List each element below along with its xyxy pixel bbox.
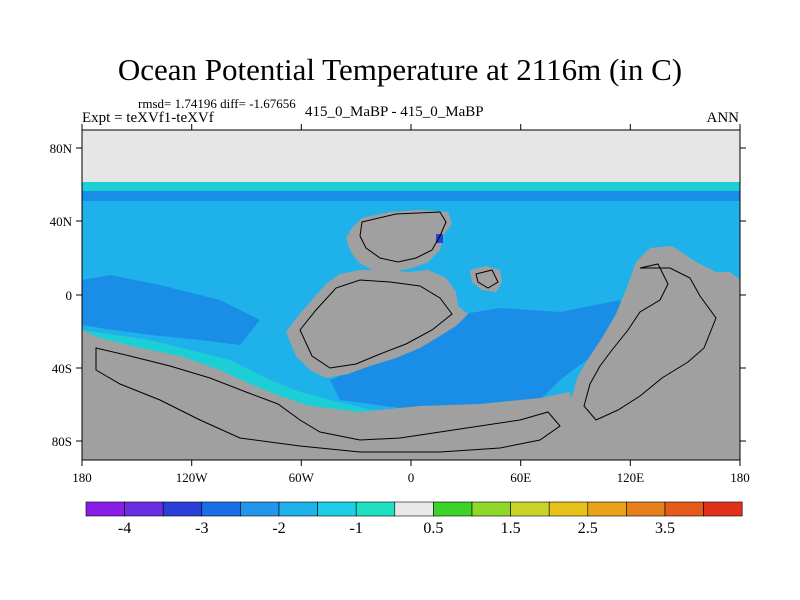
lon-tick-label: 120W (176, 470, 209, 485)
colorbar-label: 2.5 (578, 520, 598, 537)
colorbar-swatch (162, 501, 203, 517)
subpolar-band (82, 182, 740, 191)
colorbar-swatch (548, 501, 589, 517)
coastlines (95, 211, 717, 453)
arctic-region (82, 130, 740, 182)
colorbar-swatch (394, 501, 434, 517)
colorbar-label: -3 (195, 520, 208, 537)
colorbar-swatch (433, 501, 473, 517)
colorbar-swatch (317, 501, 357, 517)
lat-tick-label: 80N (50, 141, 73, 156)
map-panel (81, 129, 741, 461)
lon-tick-label: 60W (289, 470, 315, 485)
colorbar-swatch (626, 501, 666, 517)
northern-continent (346, 210, 452, 272)
subpolar-band-deep (82, 191, 740, 201)
central-continent (286, 270, 468, 378)
lon-tick-label: 180 (730, 470, 750, 485)
plot-title: Ocean Potential Temperature at 2116m (in… (117, 52, 683, 87)
lat-axis: 80N 40N 0 40S 80S (50, 141, 746, 449)
colorbar-swatch (355, 501, 396, 517)
lat-tick-label: 40N (50, 214, 73, 229)
lon-tick-label: 60E (510, 470, 531, 485)
colorbar-swatch (201, 501, 241, 517)
colorbar-label: 0.5 (423, 520, 443, 537)
lon-axis: 180 120W 60W 0 60E 120E 180 (72, 124, 750, 485)
small-island (470, 266, 502, 292)
lon-tick-label: 0 (408, 470, 415, 485)
colorbar-label: 3.5 (655, 520, 675, 537)
lat-tick-label: 0 (66, 288, 73, 303)
case-label: 415_0_MaBP - 415_0_MaBP (305, 104, 484, 120)
colorbar-label: 1.5 (501, 520, 521, 537)
stats-label: rmsd= 1.74196 diff= -1.67656 (138, 96, 296, 111)
colorbar-label: -1 (350, 520, 363, 537)
deep-ocean-region-pacific (82, 275, 260, 345)
colorbar-swatch (510, 501, 550, 517)
colorbar-swatch (240, 501, 280, 517)
colorbar-swatch (664, 501, 704, 517)
anomaly-spot (436, 234, 443, 243)
colorbar-swatch (85, 501, 125, 517)
eastern-continent (560, 246, 740, 460)
season-label: ANN (706, 110, 740, 126)
colorbar-swatch (124, 501, 164, 517)
colorbar-swatch (278, 501, 318, 517)
colorbar-label: -4 (118, 520, 131, 537)
experiment-label: Expt = teXVf1-teXVf (82, 110, 214, 126)
colorbar-swatch (587, 501, 627, 517)
colorbar-label: -2 (272, 520, 285, 537)
lat-tick-label: 80S (52, 434, 72, 449)
lon-tick-label: 180 (72, 470, 92, 485)
colorbar-swatch (703, 501, 743, 517)
lon-tick-label: 120E (617, 470, 645, 485)
lat-tick-label: 40S (52, 361, 72, 376)
colorbar-swatch (471, 501, 511, 517)
colorbar: -4 -3 -2 -1 0.5 1.5 2.5 3.5 (85, 501, 743, 537)
deep-ocean-region-atlantic (330, 300, 630, 410)
southern-continent (82, 330, 580, 460)
